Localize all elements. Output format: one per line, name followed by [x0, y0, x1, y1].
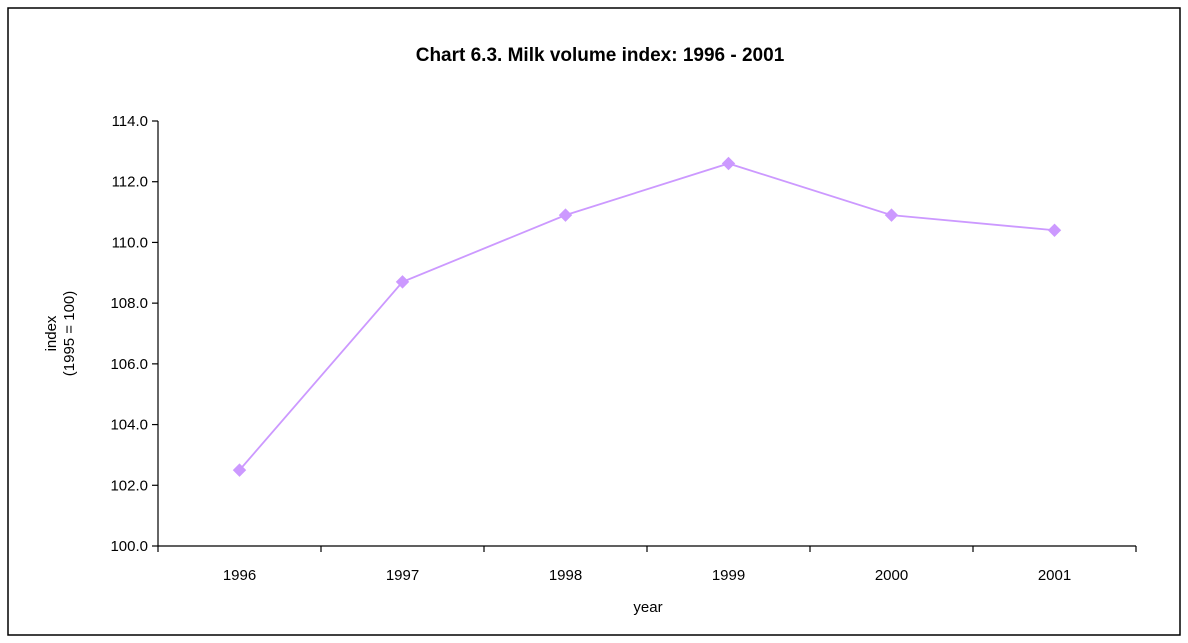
- series-line: [238, 162, 1055, 471]
- y-axis-label-line-2: (1995 = 100): [61, 291, 78, 376]
- y-tick-label: 114.0: [112, 113, 148, 130]
- y-tick-label: 102.0: [110, 477, 148, 494]
- y-tick-label: 110.0: [112, 234, 148, 251]
- y-axis-label: index (1995 = 100): [43, 291, 78, 376]
- x-tick-label: 1999: [712, 567, 745, 584]
- data-point-marker: [1047, 223, 1062, 237]
- y-tick-label: 104.0: [110, 417, 148, 434]
- data-point-marker: [721, 156, 736, 171]
- y-axis-ticks: 100.0 102.0 104.0 106.0 108.0 110.0 112.0 114.0: [110, 113, 158, 555]
- y-tick-label: 112.0: [112, 174, 148, 191]
- x-tick-label: 2000: [875, 567, 908, 584]
- data-point-marker: [558, 208, 573, 222]
- chart-frame: [7, 7, 1181, 636]
- data-point-marker: [884, 208, 899, 222]
- y-axis-label-line-1: index: [43, 315, 60, 351]
- x-axis-label: year: [633, 599, 662, 616]
- x-tick-label: 1996: [223, 567, 256, 584]
- chart-title: Chart 6.3. Milk volume index: 1996 - 200…: [416, 45, 785, 66]
- y-tick-label: 100.0: [110, 538, 148, 555]
- x-tick-label: 2001: [1038, 567, 1071, 584]
- y-tick-label: 106.0: [110, 356, 148, 373]
- y-tick-label: 108.0: [110, 295, 148, 312]
- data-point-marker: [232, 463, 247, 477]
- data-point-marker: [395, 275, 410, 289]
- x-tick-label: 1997: [386, 567, 419, 584]
- series-layer: [232, 156, 1062, 477]
- x-axis-ticks: 1996 1997 1998 1999 2000 2001: [157, 546, 1137, 584]
- x-tick-label: 1998: [549, 567, 582, 584]
